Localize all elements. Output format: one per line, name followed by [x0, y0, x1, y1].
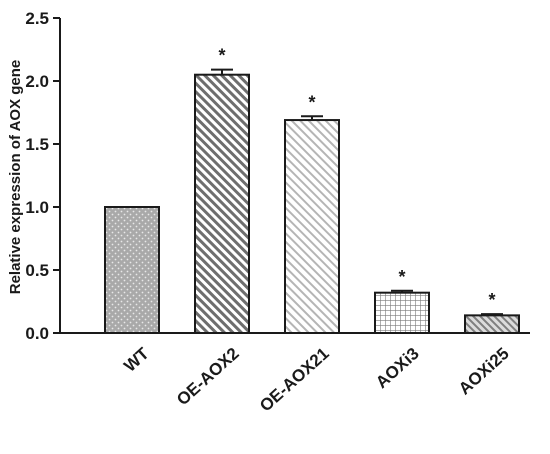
bar-group: * [374, 267, 430, 334]
y-tick-label: 1.0 [25, 198, 49, 217]
y-tick-label: 0.0 [25, 324, 49, 343]
y-tick-label: 2.0 [25, 72, 49, 91]
bar-group: * [284, 92, 340, 334]
bar-group [104, 206, 160, 334]
bar-aoxi25 [464, 314, 520, 334]
x-tick-label: AOXi25 [455, 344, 513, 399]
y-axis-ticks: 0.0 0.5 1.0 1.5 2.0 2.5 [25, 9, 60, 343]
bar-group: * [194, 46, 250, 334]
significance-marker: * [218, 46, 225, 66]
significance-marker: * [308, 92, 315, 112]
bar-wt [104, 206, 160, 334]
x-tick-label: AOXi3 [372, 344, 423, 392]
significance-marker: * [398, 267, 405, 287]
significance-marker: * [488, 290, 495, 310]
y-axis-title: Relative expression of AOX gene [7, 60, 24, 295]
y-tick-label: 1.5 [25, 135, 49, 154]
bar-oe-aox2 [194, 73, 250, 334]
bar-oe-aox21 [284, 119, 340, 334]
x-axis-labels: WT OE-AOX2 OE-AOX21 AOXi3 AOXi25 [120, 343, 512, 415]
y-tick-label: 2.5 [25, 9, 49, 28]
bar-group: * [464, 290, 520, 334]
x-tick-label: OE-AOX2 [173, 344, 243, 409]
bars: * * * * [104, 46, 520, 334]
bar-aoxi3 [374, 291, 430, 334]
x-tick-label: OE-AOX21 [256, 344, 333, 416]
y-tick-label: 0.5 [25, 261, 49, 280]
x-tick-label: WT [120, 343, 153, 375]
